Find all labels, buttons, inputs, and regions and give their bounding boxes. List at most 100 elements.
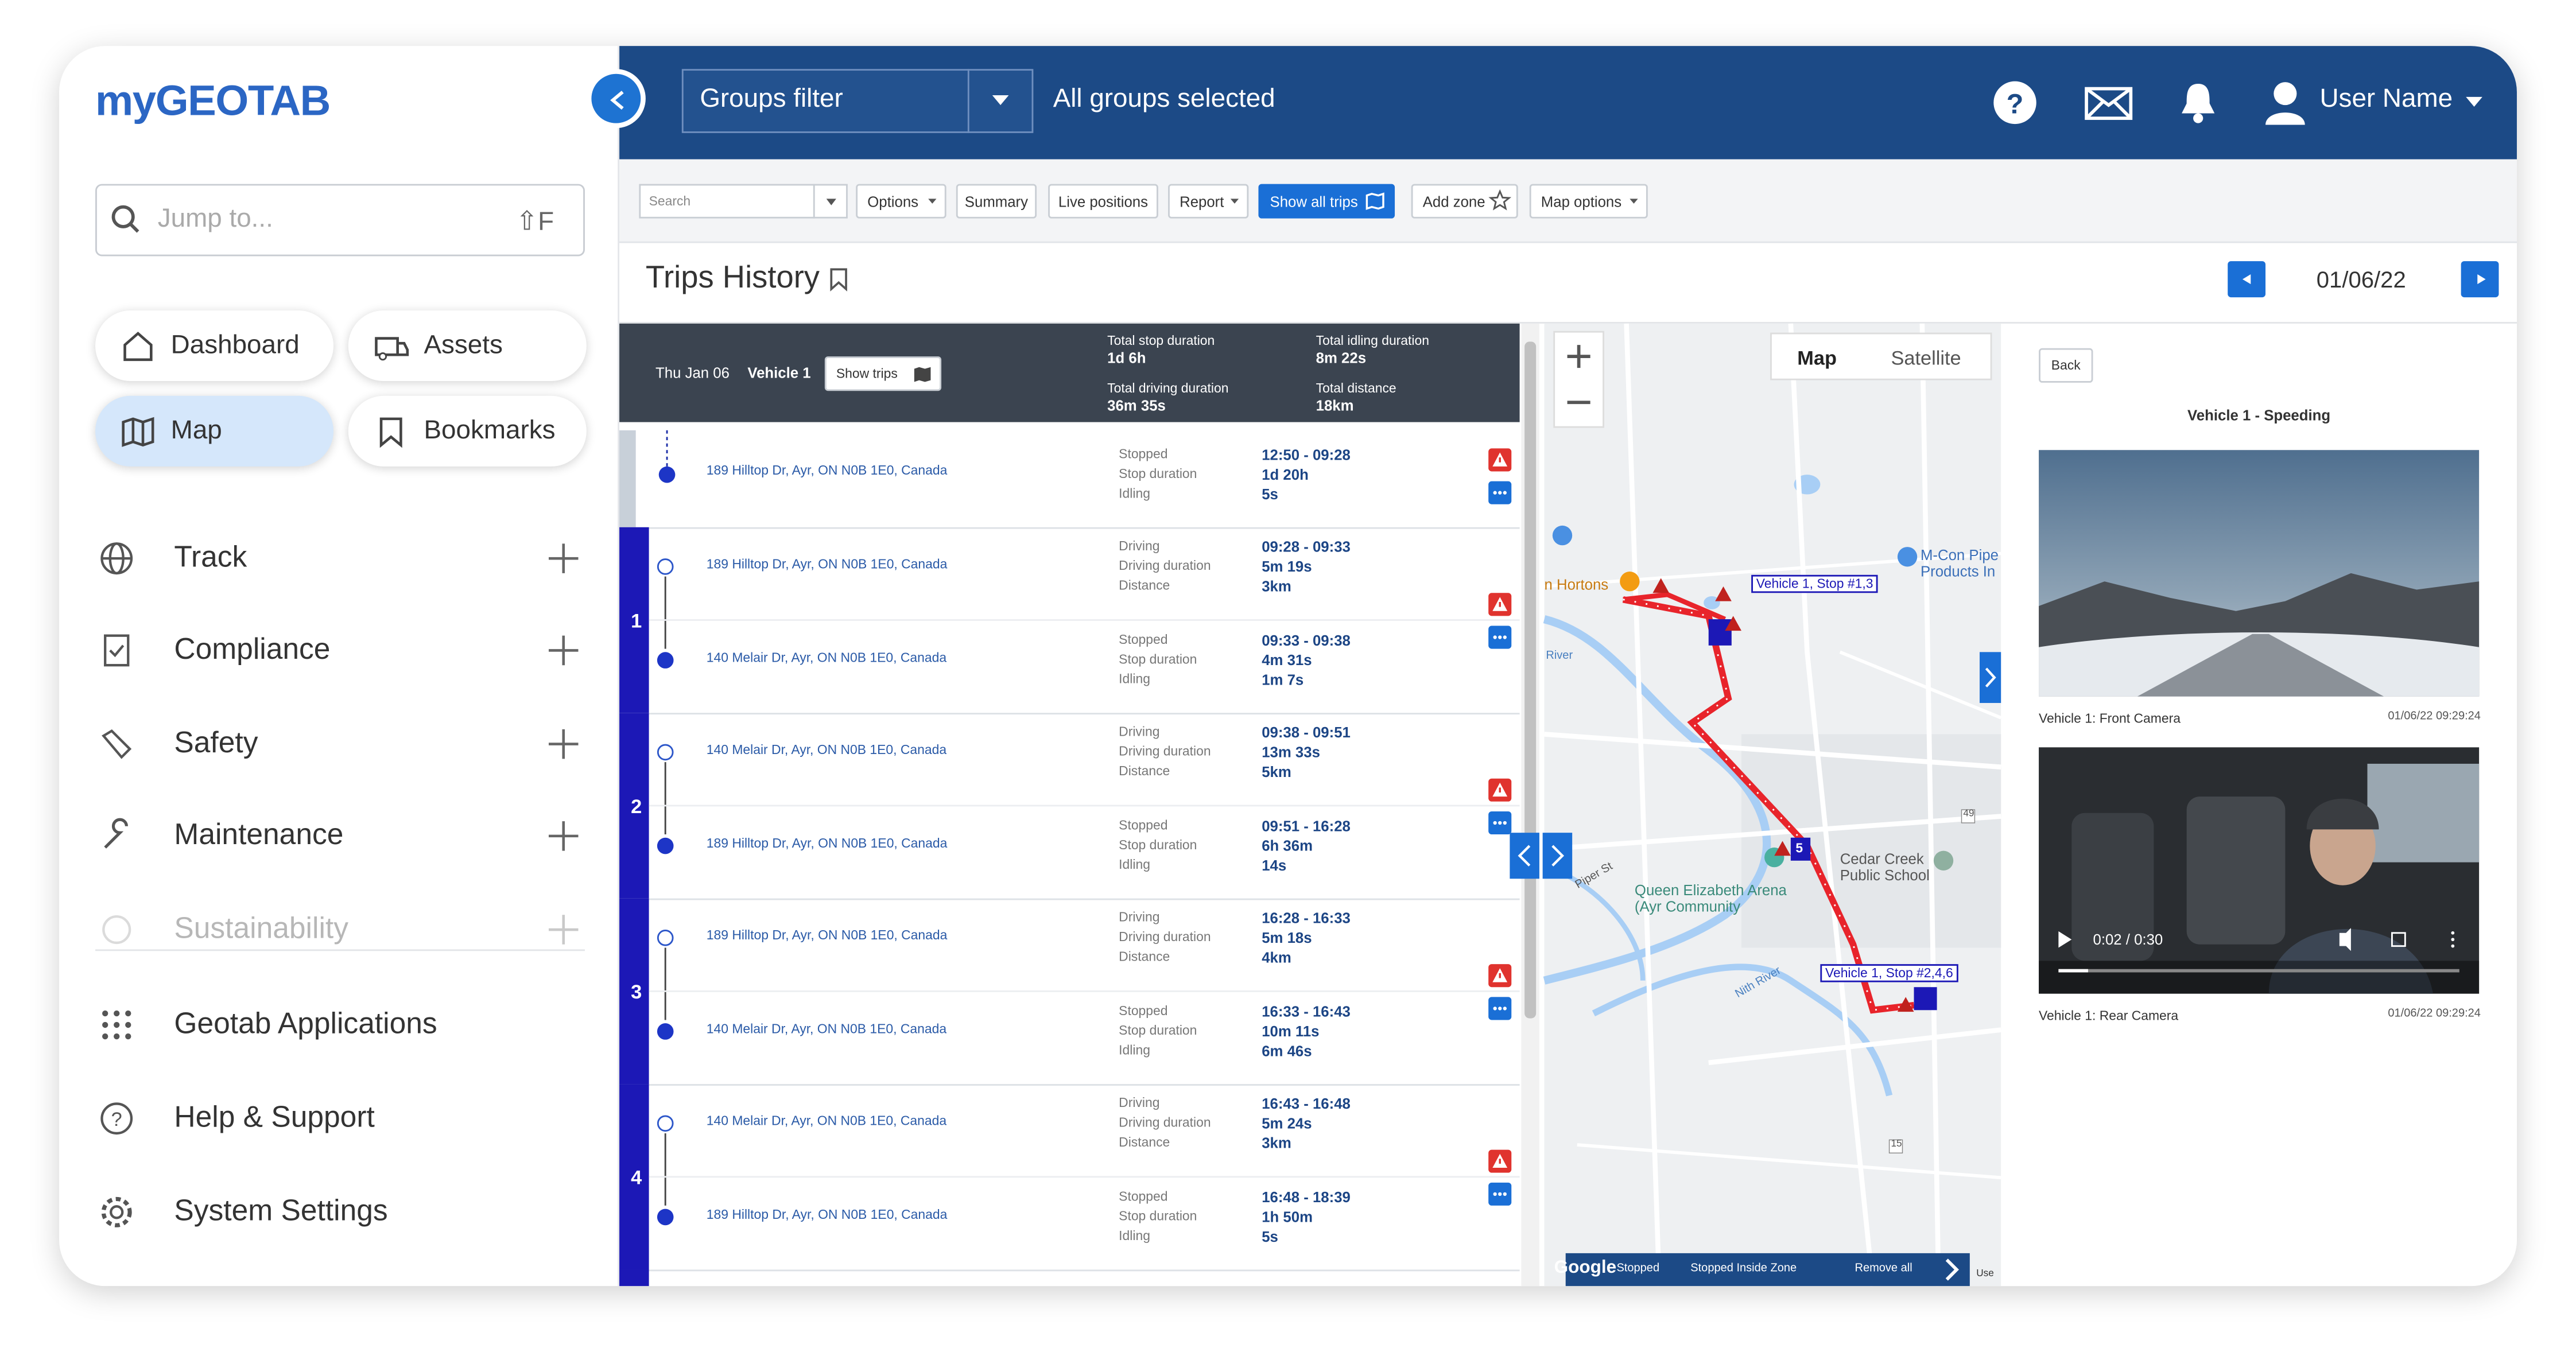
- driving-value: 5m 18s: [1262, 930, 1312, 946]
- stop-value: 5s: [1262, 1228, 1278, 1245]
- map-place: M-Con Pipe Products In: [1920, 547, 1999, 580]
- title-divider: [619, 321, 2517, 324]
- page-title: Trips History: [645, 261, 820, 296]
- camera-name: Vehicle 1: Front Camera: [2039, 711, 2181, 726]
- toolbar-button[interactable]: Show all trips: [1258, 184, 1395, 219]
- address: 189 Hilltop Dr, Ayr, ON N0B 1E0, Canada: [706, 928, 948, 943]
- map-tab: Satellite: [1891, 346, 1961, 370]
- stop-value: 14s: [1262, 857, 1287, 874]
- stat-value: 8m 22s: [1316, 349, 1367, 367]
- expand-icon: [548, 543, 579, 573]
- quick-link[interactable]: Bookmarks: [348, 395, 587, 467]
- toolbar-button[interactable]: Add zone: [1411, 184, 1518, 219]
- menu-item[interactable]: Safety: [174, 726, 258, 759]
- timeline: [657, 1115, 674, 1226]
- trip-number: 4: [631, 1166, 642, 1190]
- row-divider: [649, 990, 1520, 992]
- quick-link-label: Dashboard: [170, 331, 300, 359]
- stop-label: Idling: [1119, 1043, 1150, 1058]
- sidebar-divider: [618, 46, 620, 1287]
- back-button[interactable]: Back: [2039, 348, 2093, 383]
- footer-menu-item[interactable]: Geotab Applications: [174, 1007, 437, 1040]
- stop-value: 12:50 - 09:28: [1262, 446, 1351, 464]
- exception-icon: [1488, 448, 1512, 472]
- date: 01/06/22: [2316, 266, 2406, 293]
- road-number: 49: [1963, 810, 1974, 820]
- stat-label: Total distance: [1316, 381, 1396, 396]
- scrollbar-thumb: [1524, 341, 1537, 1019]
- trip-number: 1: [631, 609, 642, 632]
- toolbar-button-label: Show all trips: [1270, 193, 1358, 209]
- toolbar-button[interactable]: Map options: [1529, 184, 1648, 219]
- row-divider: [619, 898, 1520, 900]
- menu-item[interactable]: Maintenance: [174, 818, 344, 851]
- stop-value: 16:33 - 16:43: [1262, 1003, 1351, 1020]
- camera-name: Vehicle 1: Rear Camera: [2039, 1008, 2179, 1024]
- toolbar-button[interactable]: Report: [1168, 184, 1249, 219]
- stop-value: 6m 46s: [1262, 1043, 1312, 1060]
- marker-label: 5: [1795, 841, 1803, 856]
- menu-icon: [101, 1196, 132, 1227]
- toolbar-button[interactable]: Live positions: [1048, 184, 1158, 219]
- quick-link[interactable]: Map: [95, 395, 334, 467]
- details-icon: [1488, 997, 1512, 1020]
- help-icon: ?: [1993, 81, 2036, 125]
- front-camera-image: [2039, 450, 2480, 697]
- quick-link-label: Assets: [424, 331, 503, 359]
- groups-status: All groups selected: [1053, 85, 1275, 114]
- legend-item: Stopped: [1616, 1263, 1660, 1275]
- footer-menu-item[interactable]: System Settings: [174, 1194, 388, 1227]
- driving-label: Distance: [1119, 763, 1170, 779]
- row-divider: [619, 1269, 1520, 1272]
- header-date: Thu Jan 06: [655, 364, 730, 382]
- search-input-placeholder: Search: [649, 193, 691, 209]
- groups-filter[interactable]: [681, 69, 1034, 133]
- quick-link-icon: [379, 417, 402, 448]
- groups-filter-label: Groups filter: [700, 85, 843, 114]
- quick-link[interactable]: Assets: [348, 310, 587, 382]
- driving-value: 09:28 - 09:33: [1262, 538, 1351, 555]
- search-input[interactable]: [639, 184, 848, 219]
- timeline: [657, 930, 674, 1040]
- jump-search[interactable]: [95, 184, 585, 257]
- menu-item[interactable]: Sustainability: [174, 911, 348, 945]
- quick-link-icon: [122, 416, 154, 446]
- stop-label: Idling: [1119, 671, 1150, 687]
- legend-item: Stopped Inside Zone: [1690, 1263, 1797, 1275]
- quick-link-icon: [375, 336, 409, 360]
- menu-item[interactable]: Compliance: [174, 632, 331, 666]
- stat-label: Total stop duration: [1107, 333, 1215, 348]
- map-attribution: Google: [1554, 1258, 1617, 1278]
- stop-label: Stop duration: [1119, 1023, 1197, 1038]
- menu-item[interactable]: Track: [174, 540, 247, 573]
- stop-tag: Vehicle 1, Stop #1,3: [1751, 574, 1879, 593]
- address: 140 Melair Dr, Ayr, ON N0B 1E0, Canada: [706, 650, 947, 666]
- footer-menu-item[interactable]: Help & Support: [174, 1100, 375, 1133]
- quick-link-icon: [123, 331, 153, 360]
- address: 189 Hilltop Dr, Ayr, ON N0B 1E0, Canada: [706, 557, 948, 572]
- toolbar-button[interactable]: Summary: [956, 184, 1037, 219]
- trip-strip: [619, 898, 649, 1085]
- stop-value: 6h 36m: [1262, 837, 1313, 854]
- bookmark-icon: [830, 268, 847, 292]
- caret: [1230, 199, 1239, 204]
- trip-strip: [619, 1084, 649, 1270]
- quick-link[interactable]: Dashboard: [95, 310, 334, 382]
- driving-label: Driving duration: [1119, 744, 1211, 759]
- stop-label: Stopped: [1119, 1003, 1168, 1019]
- map: [1510, 323, 2002, 1287]
- user-name[interactable]: User Name: [2319, 85, 2453, 114]
- logo: myGEOTAB: [95, 75, 331, 125]
- stat-label: Total idling duration: [1316, 333, 1429, 348]
- arrow: [2242, 274, 2251, 285]
- camera-time: 01/06/22 09:29:24: [2388, 711, 2481, 723]
- driving-value: 3km: [1262, 578, 1291, 595]
- exception-icon: [1488, 1149, 1512, 1173]
- address: 189 Hilltop Dr, Ayr, ON N0B 1E0, Canada: [706, 836, 948, 851]
- trip-strip: [619, 713, 649, 899]
- details-icon: [1488, 811, 1512, 835]
- menu-icon: [104, 818, 128, 849]
- toolbar-button-label: Options: [867, 193, 919, 209]
- menu-icon: [102, 915, 131, 945]
- driving-value: 5m 19s: [1262, 558, 1312, 575]
